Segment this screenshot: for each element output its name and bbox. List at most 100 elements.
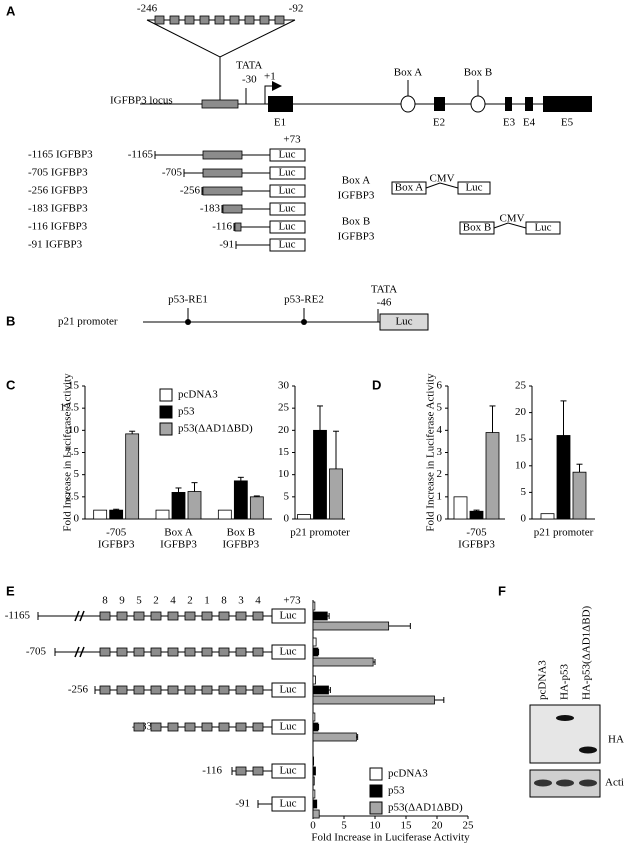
- line-break: [79, 610, 85, 622]
- re-label: p53-RE2: [284, 294, 324, 306]
- tss-arrow: [264, 85, 272, 104]
- construct-start: -256: [180, 185, 201, 197]
- bar: [312, 766, 316, 776]
- bar: [312, 756, 315, 766]
- legend-swatch: [369, 784, 383, 798]
- y-tick-label: 25: [515, 380, 527, 392]
- plus73-label: +73: [283, 134, 301, 146]
- construct-start: -183: [200, 203, 221, 215]
- element-box: [252, 685, 264, 695]
- construct-start: -116: [212, 221, 232, 233]
- box-a-site: [400, 95, 416, 113]
- box-number: 8: [221, 595, 227, 607]
- promoter-box: [202, 150, 243, 160]
- line-break: [74, 646, 80, 658]
- y-tick-label: 15: [278, 446, 290, 458]
- y-tick-label: 15: [515, 433, 527, 445]
- panel-b: p21 promoter p53-RE1 p53-RE2 TATA -46 Lu…: [58, 284, 429, 331]
- promoter-box: [201, 99, 239, 109]
- element-box: [133, 722, 145, 732]
- y-tick-label: 2: [437, 468, 443, 480]
- x-tick-label: IGFBP3: [98, 539, 135, 551]
- panel-label: D: [372, 377, 381, 392]
- bar: [312, 809, 320, 819]
- box-number: 8: [102, 595, 108, 607]
- line-break: [74, 610, 80, 622]
- element-box: [184, 611, 196, 621]
- construct-label: Box B: [342, 216, 370, 228]
- construct-label: IGFBP3: [338, 190, 375, 202]
- tss-arrowhead: [272, 81, 282, 91]
- bar: [469, 510, 484, 520]
- panel-label: F: [498, 583, 506, 598]
- element-box: [235, 611, 247, 621]
- x-tick-label: Box A: [164, 527, 192, 539]
- x-tick-label: Box B: [227, 527, 255, 539]
- box-number: 2: [187, 595, 193, 607]
- box-b-site: [470, 95, 486, 113]
- element-box: [235, 766, 247, 776]
- cmv-label: CMV: [499, 213, 524, 225]
- element-box: [167, 685, 179, 695]
- luc-label: Luc: [279, 646, 296, 658]
- box-number: 1: [204, 595, 210, 607]
- element-box: [218, 685, 230, 695]
- tata-label: TATA: [371, 284, 397, 296]
- luc-box: [457, 181, 491, 195]
- cmv-line: [493, 222, 527, 229]
- re-label: p53-RE1: [168, 294, 208, 306]
- construct-start: -1165: [128, 149, 154, 161]
- element-box: [116, 685, 128, 695]
- bar: [313, 429, 327, 520]
- element-box: [116, 647, 128, 657]
- blot-label: Actin: [605, 777, 624, 789]
- y-tick-label: 5: [521, 486, 527, 498]
- box-element-label: Box A: [395, 182, 423, 194]
- box-b-label: Box B: [464, 67, 492, 79]
- luc-label: Luc: [278, 167, 295, 179]
- y-tick-label: 0: [521, 513, 527, 525]
- insert-box: [154, 15, 165, 25]
- construct-name: -256 IGFBP3: [28, 185, 88, 197]
- element-box: [99, 611, 111, 621]
- bar: [312, 675, 316, 685]
- element-box: [184, 722, 196, 732]
- lane-label: pcDNA3: [537, 660, 549, 700]
- bar: [312, 722, 319, 732]
- x-tick-label: 25: [463, 820, 475, 832]
- luc-box: [269, 184, 306, 198]
- element-box: [252, 647, 264, 657]
- luc-box: [269, 166, 306, 180]
- lane-label: HA-p53: [559, 663, 571, 700]
- legend-label: pcDNA3: [388, 768, 428, 780]
- y-tick-label: 0: [284, 513, 290, 525]
- y-tick-label: 4: [437, 424, 443, 436]
- box-number: 2: [153, 595, 159, 607]
- luc-label: Luc: [278, 239, 295, 251]
- lane-label: HA-p53(ΔAD1ΔBD): [581, 605, 593, 700]
- legend-label: p53(ΔAD1ΔBD): [178, 423, 253, 435]
- y-tick-label: 15: [68, 380, 80, 392]
- element-box: [252, 722, 264, 732]
- element-box: [201, 685, 213, 695]
- element-box: [167, 647, 179, 657]
- element-box: [150, 722, 162, 732]
- x-tick-label: 0: [310, 820, 316, 832]
- luc-box: [271, 719, 306, 735]
- y-tick-label: 30: [278, 380, 290, 392]
- construct-name: -1165 IGFBP3: [28, 149, 93, 161]
- luc-label: Luc: [278, 203, 295, 215]
- box-a-label: Box A: [394, 67, 422, 79]
- legend-swatch: [159, 405, 173, 419]
- construct-name: -705 IGFBP3: [28, 167, 88, 179]
- luc-label: Luc: [279, 721, 296, 733]
- bar: [217, 509, 232, 520]
- y-tick-label: 5: [284, 490, 290, 502]
- box-element-label: Box B: [463, 222, 491, 234]
- element-box: [235, 647, 247, 657]
- panel-a: -246 -92 IGFBP3 locus TATA -30 +1 E1 E2 …: [110, 3, 592, 243]
- exon-label: E2: [433, 117, 445, 129]
- legend-label: p53: [388, 785, 405, 797]
- y-tick-label: 10: [515, 459, 527, 471]
- bar: [556, 435, 571, 520]
